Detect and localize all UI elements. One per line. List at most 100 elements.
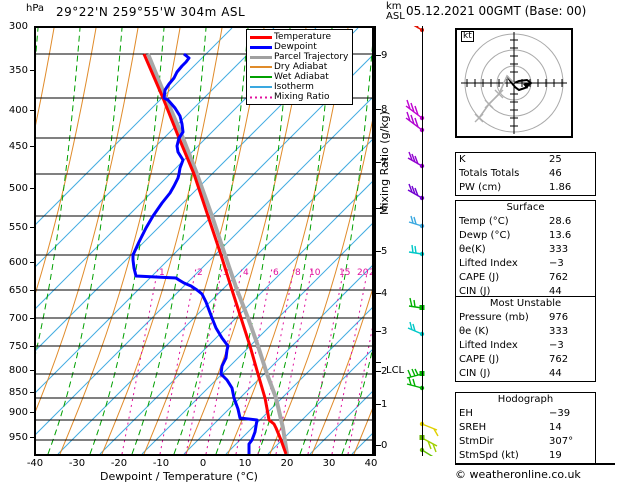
pressure-tick-750: 750	[8, 341, 28, 352]
table-row: Totals Totals 46	[456, 167, 595, 181]
wind-barb	[405, 99, 423, 119]
temp-tick-20: 20	[280, 458, 294, 469]
pressure-tickmark	[30, 262, 35, 263]
index-value-totals: 46	[549, 168, 562, 179]
x-axis-title: Dewpoint / Temperature (°C)	[100, 470, 258, 483]
km-tick-1: 1	[381, 399, 388, 410]
hodo-value-stmdir: 307°	[549, 436, 574, 447]
table-row-header: Most Unstable	[456, 297, 595, 311]
km-tick-6: 6	[381, 203, 388, 214]
pressure-tick-500: 500	[8, 183, 28, 194]
km-tickmark	[376, 404, 381, 405]
surface-value-dewp: 13.6	[549, 230, 572, 241]
pressure-tickmark	[30, 370, 35, 371]
legend-item-mixing-ratio: Mixing Ratio	[249, 92, 349, 102]
hodograph-axis-ticks	[466, 39, 563, 127]
table-row-header: Surface	[456, 201, 595, 215]
table-row: K 25	[456, 153, 595, 167]
pressure-tickmark	[30, 392, 35, 393]
wind-barb	[407, 151, 423, 167]
table-row: CIN (J) 44	[456, 285, 595, 299]
mixing-ratio-axis-title: Mixing Ratio (g/kg)	[378, 111, 391, 215]
pressure-tickmark	[30, 290, 35, 291]
table-row: Dewp (°C) 13.6	[456, 229, 595, 243]
hodograph-stats-title: Hodograph	[497, 394, 554, 405]
svg-text:25: 25	[369, 268, 372, 278]
legend-swatch-mixing-ratio	[249, 92, 273, 102]
page-title: 29°22'N 259°55'W 304m ASL	[56, 5, 246, 19]
surface-value-cape: 762	[549, 272, 569, 283]
dewpoint-curve	[131, 52, 259, 454]
temp-tick--20: -20	[110, 458, 128, 469]
wind-barb-column	[404, 16, 448, 483]
wind-barb	[408, 215, 423, 227]
legend-label-dry-adiabat: Dry Adiabat	[274, 62, 328, 72]
legend-label-wet-adiabat: Wet Adiabat	[274, 72, 329, 82]
hodo-label-sreh: SREH	[459, 422, 487, 433]
chart-legend: Temperature Dewpoint Parcel Trajectory D…	[246, 29, 354, 105]
km-tick-2: 2	[381, 366, 388, 377]
index-label-totals: Totals Totals	[459, 168, 520, 179]
surface-label-theta-e: θe(K)	[459, 244, 486, 255]
table-row: Lifted Index −3	[456, 339, 595, 353]
table-row: Temp (°C) 28.6	[456, 215, 595, 229]
pressure-tick-900: 900	[8, 407, 28, 418]
legend-label-parcel: Parcel Trajectory	[274, 52, 349, 62]
altitude-unit-km: km	[386, 1, 402, 12]
table-row: Lifted Index −3	[456, 257, 595, 271]
legend-item-wet-adiabat: Wet Adiabat	[249, 72, 349, 82]
table-row: CIN (J) 44	[456, 367, 595, 381]
temp-tick-10: 10	[238, 458, 252, 469]
index-label-k: K	[459, 154, 466, 165]
surface-value-temp: 28.6	[549, 216, 572, 227]
temp-tick-30: 30	[322, 458, 336, 469]
table-row: CAPE (J) 762	[456, 353, 595, 367]
mixing-ratio-lines	[121, 267, 372, 454]
temperature-curve	[142, 53, 288, 454]
svg-text:2: 2	[197, 268, 203, 278]
temp-tick--40: -40	[26, 458, 44, 469]
pressure-tick-450: 450	[8, 141, 28, 152]
svg-text:8: 8	[295, 268, 301, 278]
hodograph-chart	[455, 28, 573, 138]
hodograph-unit-label: kt	[461, 31, 474, 42]
km-tick-3: 3	[381, 326, 388, 337]
footer-credit: © weatheronline.co.uk	[455, 468, 581, 481]
temp-tick-40: 40	[364, 458, 378, 469]
pressure-tick-550: 550	[8, 222, 28, 233]
km-tick-7: 7	[381, 157, 388, 168]
table-row: StmSpd (kt) 19	[456, 449, 595, 463]
altitude-unit-label: km ASL	[386, 2, 405, 22]
temp-tick--10: -10	[152, 458, 170, 469]
legend-item-dry-adiabat: Dry Adiabat	[249, 62, 349, 72]
wind-barb	[407, 16, 423, 31]
pressure-tick-800: 800	[8, 365, 28, 376]
legend-swatch-parcel	[249, 52, 273, 62]
pressure-tick-300: 300	[8, 21, 28, 32]
parcel-trajectory-curve	[146, 53, 289, 454]
mu-value-pressure: 976	[549, 312, 569, 323]
table-row: PW (cm) 1.86	[456, 181, 595, 195]
lcl-tickmark	[376, 362, 381, 363]
table-row: EH −39	[456, 407, 595, 421]
wind-barb	[407, 183, 423, 199]
km-tickmark	[376, 109, 381, 110]
svg-text:20: 20	[357, 268, 369, 278]
wind-barb	[405, 111, 423, 131]
surface-title: Surface	[506, 202, 545, 213]
svg-text:1: 1	[159, 268, 165, 278]
hodo-value-eh: −39	[549, 408, 571, 419]
mu-label-theta-e: θe (K)	[459, 326, 489, 337]
legend-item-parcel: Parcel Trajectory	[249, 52, 349, 62]
mu-value-cin: 44	[549, 368, 562, 379]
isobar-lines	[36, 53, 372, 441]
pressure-tick-650: 650	[8, 285, 28, 296]
legend-swatch-dry-adiabat	[249, 62, 273, 72]
mixing-ratio-labels: 1 2 3 4 6 8 10 15 20 25	[159, 268, 372, 278]
panel-surface: Surface Temp (°C) 28.6 Dewp (°C) 13.6 θe…	[455, 200, 596, 300]
legend-swatch-dewpoint	[249, 42, 273, 52]
pressure-tickmark	[30, 437, 35, 438]
hodograph-level-marks	[474, 89, 504, 123]
km-tickmark	[376, 55, 381, 56]
mu-label-cin: CIN (J)	[459, 368, 491, 379]
